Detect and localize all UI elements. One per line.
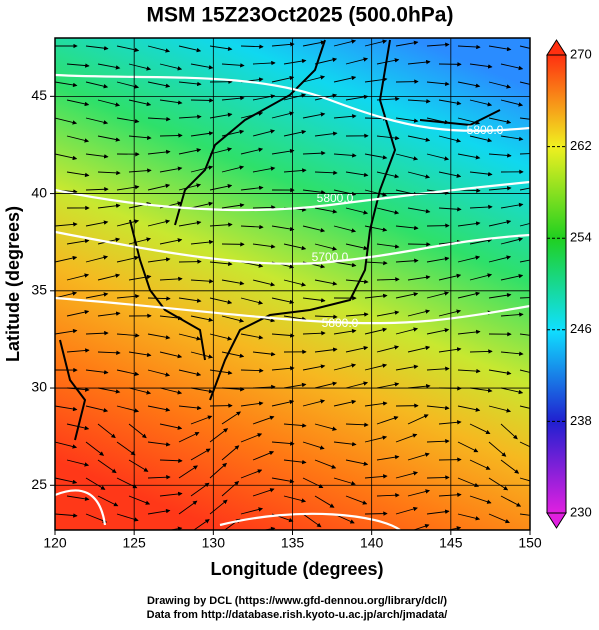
credit: Data from http://database.rish.kyoto-u.a…	[147, 609, 448, 621]
colorbar-tick-label: 230	[570, 504, 592, 519]
streamline	[377, 531, 399, 532]
x-tick-label: 150	[518, 535, 542, 551]
chart-title: MSM 15Z23Oct2025 (500.0hPa)	[147, 4, 454, 27]
colorbar-min-arrow	[547, 513, 566, 528]
y-tick-label: 45	[31, 87, 47, 103]
y-tick-label: 35	[31, 282, 47, 298]
streamline	[98, 532, 119, 538]
y-tick-label: 40	[31, 184, 47, 200]
x-axis-label: Longitude (degrees)	[210, 559, 383, 579]
contour-label: 5800.0	[467, 123, 504, 137]
colorbar-tick-label: 262	[570, 138, 592, 153]
colorbar-tick-label: 246	[570, 321, 592, 336]
y-tick-label: 30	[31, 379, 47, 395]
colorbar-max-arrow	[547, 40, 566, 55]
colorbar-tick-label: 270	[570, 46, 592, 61]
contour-label: 5700.0	[312, 250, 349, 264]
streamline	[148, 298, 170, 299]
streamline	[160, 135, 182, 136]
credit: Drawing by DCL (https://www.gfd-dennou.o…	[147, 595, 447, 607]
x-tick-label: 130	[202, 535, 226, 551]
x-tick-label: 125	[122, 535, 146, 551]
y-tick-label: 25	[31, 476, 47, 492]
streamline	[427, 477, 449, 478]
colorbar-tick-label: 238	[570, 413, 592, 428]
streamline	[532, 532, 554, 534]
x-tick-label: 140	[360, 535, 384, 551]
x-tick-label: 145	[439, 535, 463, 551]
contour-label: 5800.0	[322, 316, 359, 330]
streamline	[315, 532, 332, 546]
x-tick-label: 120	[43, 535, 67, 551]
streamline	[470, 532, 492, 535]
y-axis-label: Latitude (degrees)	[3, 206, 23, 362]
streamline	[470, 351, 492, 352]
colorbar	[547, 55, 566, 513]
streamline	[191, 100, 213, 101]
x-tick-label: 135	[281, 535, 305, 551]
colorbar-tick-label: 254	[570, 230, 592, 245]
